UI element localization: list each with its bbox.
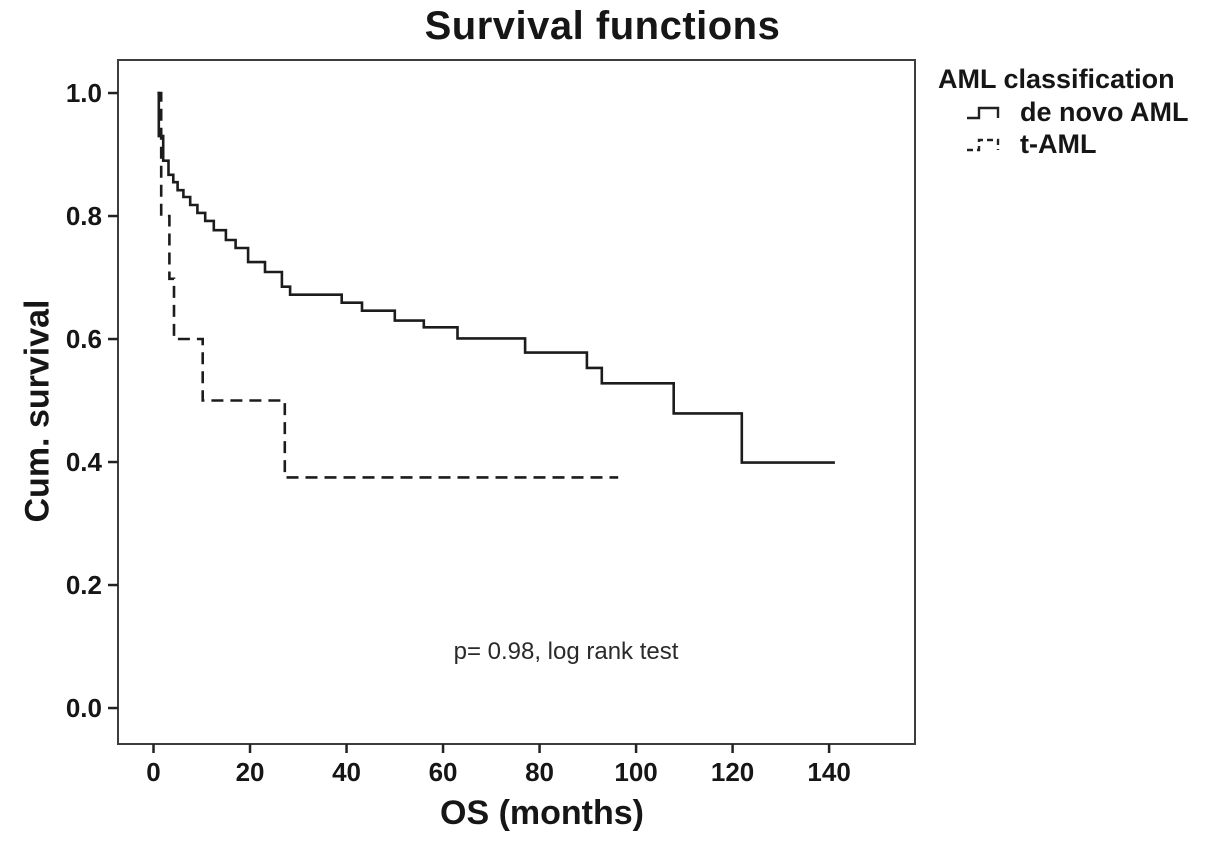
x-tick-label: 0 <box>146 757 160 787</box>
legend-entry-de-novo-aml: de novo AML <box>966 97 1200 127</box>
chart-title: Survival functions <box>424 4 781 48</box>
y-tick-label: 1.0 <box>66 78 102 108</box>
legend: AML classification de novo AML t-AML <box>938 64 1200 159</box>
x-tick-label: 140 <box>807 757 850 787</box>
p-value-annotation: p= 0.98, log rank test <box>453 638 679 665</box>
x-tick-label: 40 <box>332 757 361 787</box>
legend-title: AML classification <box>938 64 1175 94</box>
plot-frame <box>117 59 916 745</box>
y-tick-label: 0.8 <box>66 201 102 231</box>
legend-entry-label: de novo AML <box>1020 97 1189 127</box>
y-axis-ticks: 0.0 0.2 0.4 0.6 0.8 1.0 <box>66 78 118 723</box>
legend-entry-label: t-AML <box>1020 129 1097 159</box>
x-tick-label: 120 <box>711 757 754 787</box>
x-axis-ticks: 0 20 40 60 80 100 120 140 <box>146 744 851 787</box>
y-tick-label: 0.6 <box>66 324 102 354</box>
x-tick-label: 100 <box>614 757 657 787</box>
y-axis-title: Cum. survival <box>18 299 57 523</box>
x-tick-label: 20 <box>236 757 265 787</box>
solid-step-line-icon <box>967 106 1000 120</box>
x-tick-label: 80 <box>525 757 554 787</box>
y-tick-label: 0.0 <box>66 693 102 723</box>
y-tick-label: 0.4 <box>66 447 103 477</box>
legend-entry-t-aml: t-AML <box>966 129 1200 159</box>
dashed-step-line-icon <box>967 138 1000 152</box>
x-tick-label: 60 <box>429 757 458 787</box>
survival-curve-de-novo-aml <box>157 91 835 464</box>
x-axis-title: OS (months) <box>440 794 644 832</box>
survival-curve-t-aml <box>157 91 619 479</box>
y-tick-label: 0.2 <box>66 570 102 600</box>
